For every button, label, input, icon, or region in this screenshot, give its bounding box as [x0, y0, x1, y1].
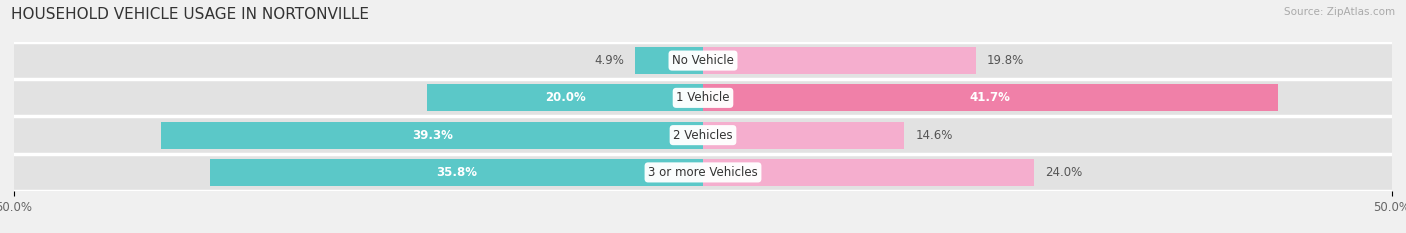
Bar [14, 80, 1392, 115]
Text: 19.8%: 19.8% [987, 54, 1024, 67]
Text: 24.0%: 24.0% [1045, 166, 1083, 179]
Bar [703, 84, 1278, 111]
Bar [14, 43, 1392, 78]
Bar [703, 159, 1033, 186]
Bar [427, 84, 703, 111]
Bar [14, 155, 1392, 190]
Bar [703, 122, 904, 149]
Text: 2 Vehicles: 2 Vehicles [673, 129, 733, 142]
Text: 35.8%: 35.8% [436, 166, 477, 179]
Text: 3 or more Vehicles: 3 or more Vehicles [648, 166, 758, 179]
Text: No Vehicle: No Vehicle [672, 54, 734, 67]
Text: 14.6%: 14.6% [915, 129, 953, 142]
Bar [14, 118, 1392, 153]
Text: HOUSEHOLD VEHICLE USAGE IN NORTONVILLE: HOUSEHOLD VEHICLE USAGE IN NORTONVILLE [11, 7, 370, 22]
Bar [209, 159, 703, 186]
Text: 1 Vehicle: 1 Vehicle [676, 91, 730, 104]
Text: 41.7%: 41.7% [970, 91, 1011, 104]
Bar [162, 122, 703, 149]
Text: 39.3%: 39.3% [412, 129, 453, 142]
Bar [636, 47, 703, 74]
Text: 4.9%: 4.9% [595, 54, 624, 67]
Text: Source: ZipAtlas.com: Source: ZipAtlas.com [1284, 7, 1395, 17]
Bar [703, 47, 976, 74]
Text: 20.0%: 20.0% [546, 91, 585, 104]
